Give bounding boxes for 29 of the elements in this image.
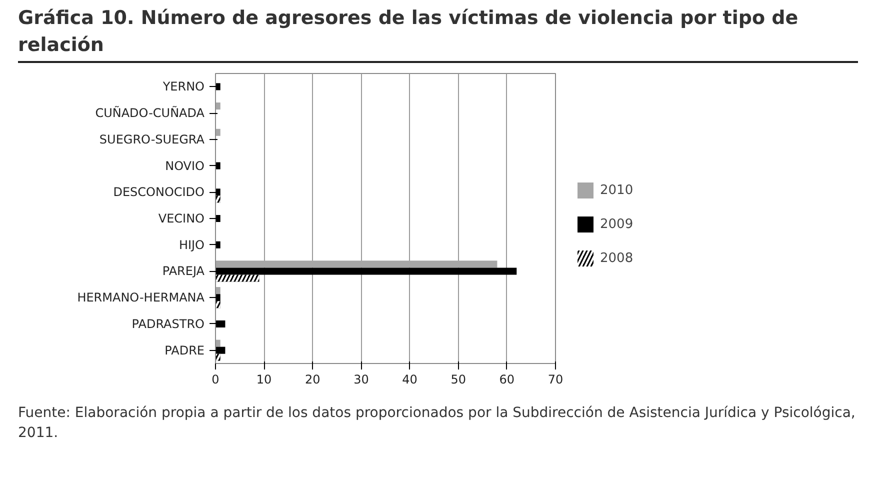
x-tick-label: 70: [548, 372, 564, 387]
bar: [216, 260, 498, 268]
y-tick-label: YERNO: [162, 80, 204, 94]
x-tick-label: 40: [402, 372, 418, 387]
y-tick-label: PADRE: [164, 344, 205, 358]
x-tick-label: 0: [212, 372, 220, 387]
chart-title: Gráfica 10. Número de agresores de las víctimas de violencia por tipo de relación: [18, 6, 800, 58]
y-tick-label: DESCONOCIDO: [113, 185, 205, 200]
x-tick-label: 20: [305, 372, 320, 387]
y-tick-label: CUÑADO-CUÑADA: [95, 105, 206, 120]
legend-label: 2009: [600, 216, 634, 232]
x-tick-label: 30: [354, 372, 369, 387]
y-tick-label: PAREJA: [162, 264, 206, 279]
bar: [216, 287, 220, 294]
bar: [216, 340, 220, 348]
legend-label: 2008: [600, 250, 634, 266]
bar: [216, 102, 220, 110]
x-tick-label: 60: [499, 372, 515, 387]
y-tick-label: HERMANO-HERMANA: [77, 290, 206, 305]
y-tick-label: NOVIO: [165, 159, 204, 174]
x-tick-label: 10: [256, 372, 272, 387]
y-tick-label: PADRASTRO: [132, 317, 205, 332]
bar: [216, 129, 220, 136]
x-tick-label: 50: [450, 372, 466, 387]
source-note: Fuente: Elaboración propia a partir de los datos proporcionados por la Subdirección de Asistencia Jurídica y Psicológica, 2011.: [18, 404, 856, 444]
y-tick-label: HIJO: [178, 238, 204, 252]
y-tick-label: SUEGRO-SUEGRA: [99, 132, 206, 147]
legend-label: 2010: [600, 182, 634, 198]
y-tick-label: VECINO: [158, 212, 205, 226]
